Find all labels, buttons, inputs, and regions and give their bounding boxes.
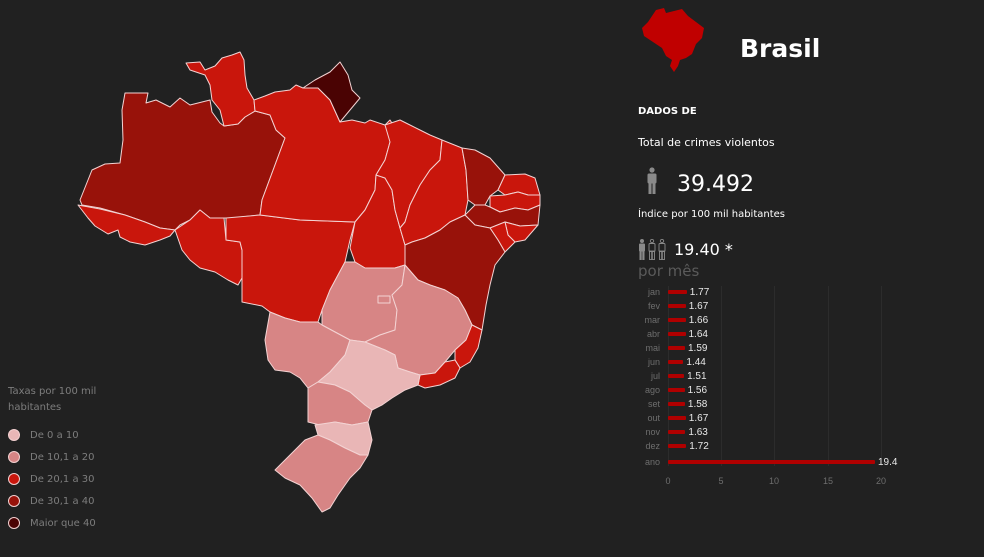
- legend-title: Taxas por 100 mil habitantes: [8, 386, 97, 413]
- gridline: [774, 286, 775, 466]
- x-axis-tick: 10: [768, 476, 779, 486]
- legend-swatch-icon: [8, 495, 20, 507]
- chart-category-label: mar: [644, 315, 661, 325]
- chart-value-label: 1.77: [689, 286, 710, 298]
- legend-swatch-icon: [8, 473, 20, 485]
- legend-label: De 30,1 a 40: [30, 495, 95, 507]
- chart-row-ano[interactable]: ano 19.4: [636, 455, 898, 469]
- chart-value-label: 1.44: [686, 356, 706, 368]
- chart-category-label: jul: [650, 371, 660, 381]
- x-axis-tick: 0: [665, 476, 671, 486]
- person-icon: [647, 167, 657, 194]
- chart-row-jun[interactable]: jun 1.44: [636, 355, 706, 369]
- brazil-choropleth-map: [77, 51, 541, 513]
- chart-row-out[interactable]: out 1.67: [636, 411, 708, 425]
- legend-item-10-20[interactable]: De 10,1 a 20: [8, 446, 138, 468]
- chart-row-dez[interactable]: dez 1.72: [636, 439, 709, 453]
- chart-bar[interactable]: [668, 416, 686, 420]
- chart-bar[interactable]: [668, 318, 686, 322]
- chart-value-label: 1.64: [688, 328, 708, 340]
- chart-bar[interactable]: [668, 430, 686, 434]
- chart-category-label: abr: [646, 329, 660, 339]
- people-group-icon: [639, 239, 666, 260]
- indice-label: Índice por 100 mil habitantes: [638, 209, 786, 220]
- chart-value-label: 1.66: [688, 314, 709, 326]
- state-rs[interactable]: [274, 434, 369, 513]
- state-df[interactable]: [377, 295, 391, 304]
- chart-category-label: mai: [645, 343, 660, 353]
- region-title: Brasil: [740, 34, 821, 63]
- chart-value-label: 1.72: [689, 440, 709, 452]
- gridline: [721, 286, 722, 466]
- legend-swatch-icon: [8, 517, 20, 529]
- chart-title: por mês: [638, 262, 700, 280]
- legend-label: Maior que 40: [30, 517, 96, 529]
- monthly-rate-bar-chart: jan 1.77 fev 1.67 mar 1.66 abr 1.64 mai …: [636, 282, 984, 492]
- chart-bar[interactable]: [668, 444, 687, 448]
- info-panel: Brasil DADOS DE Total de crimes violento…: [636, 0, 984, 553]
- legend-item-0-10[interactable]: De 0 a 10: [8, 424, 138, 446]
- chart-row-abr[interactable]: abr 1.64: [636, 327, 708, 341]
- legend-label: De 20,1 a 30: [30, 473, 95, 485]
- chart-category-label: ano: [644, 457, 660, 467]
- x-axis-tick: 20: [875, 476, 886, 486]
- chart-row-nov[interactable]: nov 1.63: [636, 425, 708, 439]
- chart-value-label: 1.67: [688, 300, 709, 312]
- chart-row-mar[interactable]: mar 1.66: [636, 313, 709, 327]
- chart-value-label: 1.51: [687, 370, 707, 382]
- chart-category-label: jun: [647, 357, 660, 367]
- chart-category-label: ago: [644, 385, 660, 395]
- chart-bar[interactable]: [668, 360, 684, 364]
- total-crimes-label: Total de crimes violentos: [638, 136, 775, 149]
- gridline: [828, 286, 829, 466]
- chart-bar[interactable]: [668, 460, 875, 464]
- gridline: [881, 286, 882, 466]
- chart-bar[interactable]: [668, 304, 686, 308]
- brazil-map-icon: [642, 8, 704, 72]
- chart-value-label: 1.67: [688, 412, 709, 424]
- x-axis-tick: 5: [718, 476, 724, 486]
- chart-bar[interactable]: [668, 388, 685, 392]
- legend-swatch-icon: [8, 451, 20, 463]
- state-amapa[interactable]: [302, 61, 361, 123]
- chart-bar[interactable]: [668, 402, 685, 406]
- legend-label: De 0 a 10: [30, 429, 79, 441]
- chart-bar[interactable]: [668, 290, 687, 294]
- chart-row-jan[interactable]: jan 1.77: [636, 285, 709, 299]
- chart-row-set[interactable]: set 1.58: [636, 397, 707, 411]
- chart-value-label: 1.56: [687, 384, 708, 396]
- indice-value: 19.40 *: [674, 240, 733, 259]
- chart-bar[interactable]: [668, 346, 685, 350]
- state-amazonas[interactable]: [79, 92, 286, 231]
- chart-row-mai[interactable]: mai 1.59: [636, 341, 707, 355]
- map-legend: Taxas por 100 mil habitantes De 0 a 10 D…: [8, 384, 138, 534]
- chart-value-label: 1.59: [688, 342, 708, 354]
- chart-category-label: out: [647, 413, 660, 423]
- chart-row-ago[interactable]: ago 1.56: [636, 383, 707, 397]
- chart-bar[interactable]: [668, 374, 685, 378]
- total-crimes-value: 39.492: [677, 172, 754, 197]
- chart-category-label: set: [647, 399, 660, 409]
- chart-category-label: jan: [647, 287, 660, 297]
- legend-swatch-icon: [8, 429, 20, 441]
- chart-row-fev[interactable]: fev 1.67: [636, 299, 708, 313]
- chart-value-label: 1.63: [688, 426, 708, 438]
- chart-value-label: 1.58: [687, 398, 708, 410]
- chart-value-label: 19.4: [878, 456, 898, 468]
- state-para[interactable]: [253, 84, 396, 223]
- legend-item-40-plus[interactable]: Maior que 40: [8, 512, 138, 534]
- chart-category-label: dez: [645, 441, 660, 451]
- x-axis-tick: 15: [822, 476, 833, 486]
- chart-bar[interactable]: [668, 332, 686, 336]
- legend-item-20-30[interactable]: De 20,1 a 30: [8, 468, 138, 490]
- state-acre[interactable]: [77, 204, 176, 246]
- chart-category-label: nov: [645, 427, 660, 437]
- legend-label: De 10,1 a 20: [30, 451, 95, 463]
- map-svg: [77, 51, 541, 513]
- chart-category-label: fev: [647, 301, 660, 311]
- chart-row-jul[interactable]: jul 1.51: [636, 369, 707, 383]
- legend-item-30-40[interactable]: De 30,1 a 40: [8, 490, 138, 512]
- dados-label: DADOS DE: [638, 106, 697, 117]
